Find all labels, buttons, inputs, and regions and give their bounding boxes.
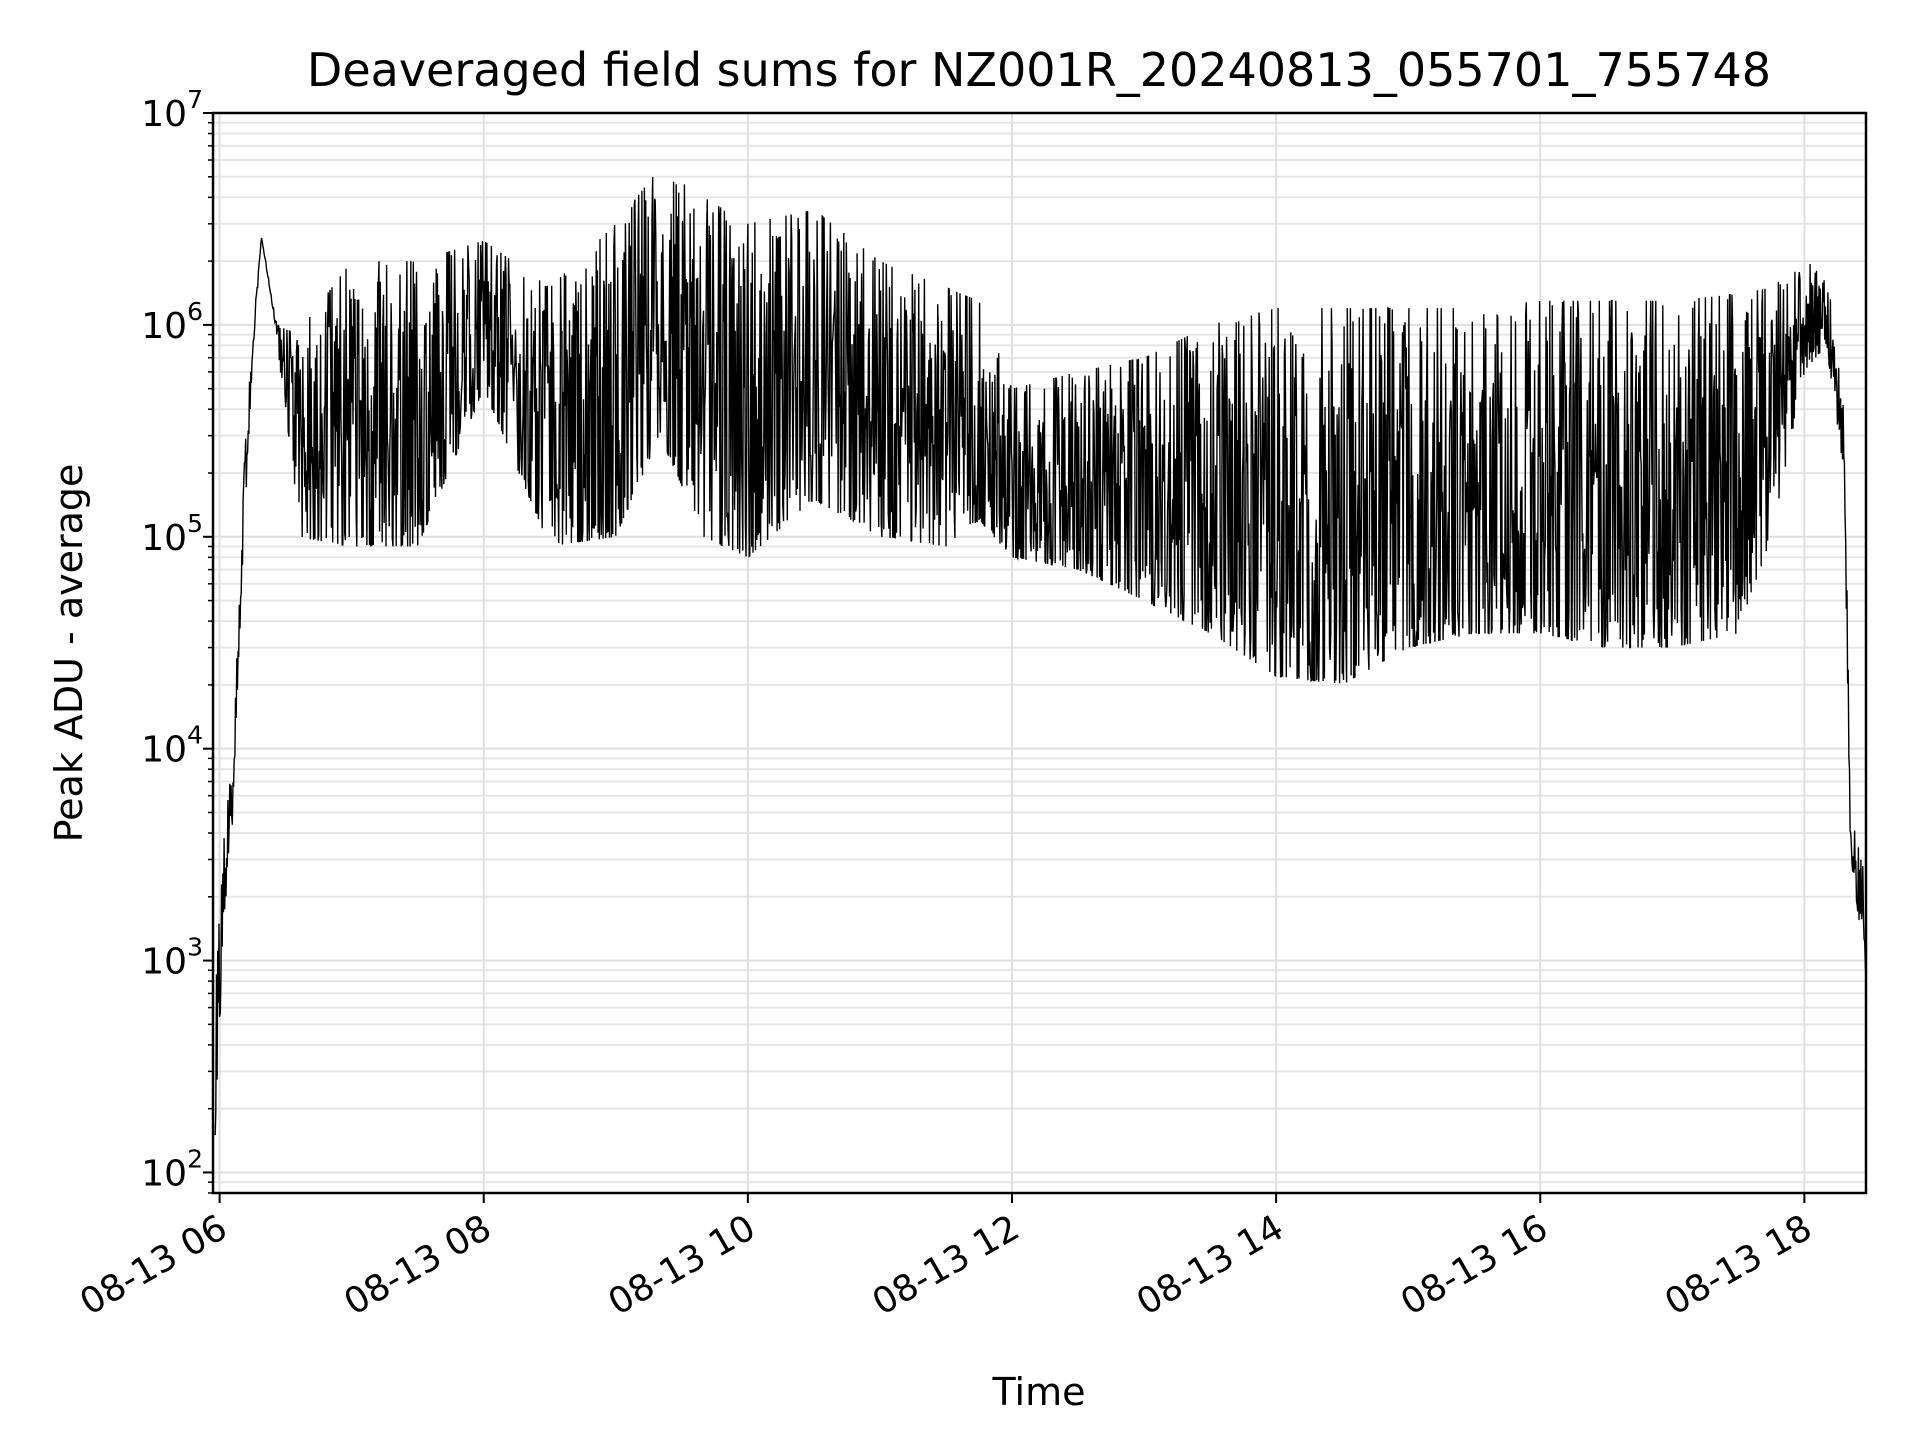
y-tick-exponent: 4 [187, 721, 203, 750]
y-axis-label: Peak ADU - average [47, 464, 91, 843]
y-tick-exponent: 5 [187, 509, 203, 538]
x-axis-label: Time [992, 1370, 1086, 1414]
y-tick-exponent: 3 [187, 933, 203, 962]
plot-frame [211, 111, 1868, 1195]
y-tick-exponent: 6 [187, 297, 203, 326]
series-line [214, 177, 1866, 1136]
plot-area [214, 177, 1866, 1136]
y-tick-exponent: 7 [187, 85, 203, 114]
chart-title: Deaveraged field sums for NZ001R_2024081… [307, 43, 1771, 97]
y-tick-exponent: 2 [187, 1144, 203, 1173]
